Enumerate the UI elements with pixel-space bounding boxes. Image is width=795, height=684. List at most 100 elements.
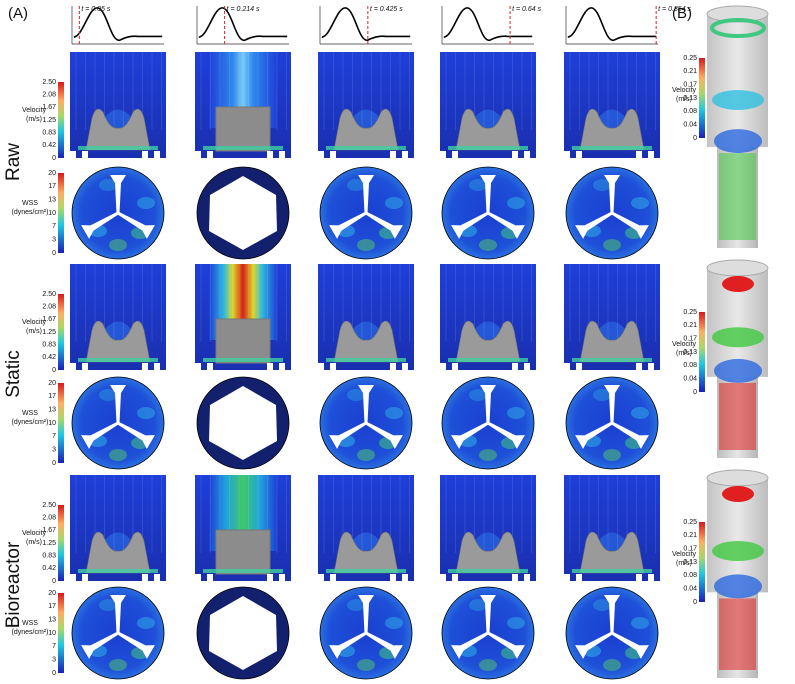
vortex xyxy=(719,153,756,240)
colorbar-tick: 0.13 xyxy=(683,95,697,102)
colorbar-tick: 0.08 xyxy=(683,108,697,115)
wall-notch xyxy=(70,363,76,370)
wall-notch xyxy=(402,363,408,370)
wss-opening xyxy=(209,596,277,670)
wall-notch xyxy=(318,363,324,370)
colorbar-unit: (dynes/cm²) xyxy=(12,419,49,426)
vortex xyxy=(712,541,764,562)
colorbar-tick: 1.25 xyxy=(42,540,56,547)
leaflet-gap xyxy=(480,385,496,423)
vortex xyxy=(710,18,766,38)
vortex xyxy=(714,358,762,383)
leaflet-gap xyxy=(110,385,126,423)
valve xyxy=(85,531,151,574)
wall-notch xyxy=(318,151,324,158)
wall-notch xyxy=(142,151,148,158)
colorbar-tick: 10 xyxy=(48,420,56,427)
colorbar-tick: 0.42 xyxy=(42,142,56,149)
valve xyxy=(455,108,521,151)
leaflet-gap xyxy=(487,211,525,239)
wall-notch xyxy=(440,574,446,581)
leaflet-gap xyxy=(604,595,620,633)
colorbar-tick: 3 xyxy=(52,237,56,244)
jet-edge xyxy=(448,146,528,150)
waveform xyxy=(198,7,288,41)
jet-edge xyxy=(572,358,652,362)
colorbar-tick: 20 xyxy=(48,380,56,387)
wall-notch xyxy=(330,151,336,158)
colorbar-tick: 0.25 xyxy=(683,55,697,62)
colorbar-tick: 1.67 xyxy=(42,104,56,111)
row-label: Bioreactor xyxy=(3,541,24,628)
wss-patch xyxy=(507,407,525,419)
wall-notch xyxy=(648,151,654,158)
valve xyxy=(579,531,645,574)
wall-notch xyxy=(524,151,530,158)
leaflet-gap xyxy=(358,175,374,213)
leaflet-gap xyxy=(365,211,403,239)
leaflets xyxy=(81,385,155,449)
wss-patch xyxy=(357,449,375,461)
leaflet-gap xyxy=(575,631,613,659)
leaflet-gap xyxy=(81,211,119,239)
colorbar-unit: (m/s) xyxy=(26,116,42,123)
jet-edge xyxy=(572,146,652,150)
leaflet-gap xyxy=(365,421,403,449)
wss-patch xyxy=(137,197,155,209)
colorbar-tick: 0 xyxy=(693,135,697,142)
leaflet-gap xyxy=(611,421,649,449)
wss-opening xyxy=(209,386,277,460)
leaflet-gap xyxy=(604,175,620,213)
colorbar-tick: 0.21 xyxy=(683,68,697,75)
colorbar-title: Velocity xyxy=(672,87,697,94)
wss-patch xyxy=(99,389,117,401)
colorbar-unit: (m/s) xyxy=(676,560,692,567)
colorbar-tick: 17 xyxy=(48,393,56,400)
jet-edge xyxy=(203,146,283,150)
wall-notch xyxy=(154,363,160,370)
wss-patch xyxy=(603,239,621,251)
jet-edge xyxy=(203,569,283,573)
wss-patch xyxy=(593,179,611,191)
vortex xyxy=(719,382,756,450)
waveform xyxy=(443,7,533,41)
wss-patch xyxy=(479,659,497,671)
leaflets xyxy=(81,595,155,659)
leaflets xyxy=(575,175,649,239)
wall-notch xyxy=(195,574,201,581)
wall-notch xyxy=(279,574,285,581)
waveform xyxy=(73,7,163,41)
wall-notch xyxy=(207,574,213,581)
colorbar-tick: 7 xyxy=(52,643,56,650)
wall-notch xyxy=(440,363,446,370)
vortex xyxy=(712,89,764,110)
wall-notch xyxy=(207,363,213,370)
wall-notch xyxy=(402,151,408,158)
colorbar-tick: 2.50 xyxy=(42,79,56,86)
colorbar-tick: 0.13 xyxy=(683,349,697,356)
panel-label: (B) xyxy=(672,5,692,22)
colorbar-tick: 0.83 xyxy=(42,553,56,560)
colorbar-tick: 7 xyxy=(52,433,56,440)
colorbar-tick: 2.08 xyxy=(42,304,56,311)
wss-patch xyxy=(347,179,365,191)
wss-patch xyxy=(469,599,487,611)
leaflet-gap xyxy=(81,421,119,449)
row-label: Raw xyxy=(3,143,24,181)
jet-edge xyxy=(78,146,158,150)
wall-notch xyxy=(195,151,201,158)
colorbar-title: WSS xyxy=(22,620,38,627)
wall-notch xyxy=(402,574,408,581)
wss-patch xyxy=(479,449,497,461)
wss-patch xyxy=(469,389,487,401)
colorbar-unit: (dynes/cm²) xyxy=(12,209,49,216)
leaflets xyxy=(575,595,649,659)
wss-patch xyxy=(593,599,611,611)
leaflet-gap xyxy=(81,631,119,659)
time-label: t = 0.214 s xyxy=(227,6,260,13)
wss-patch xyxy=(99,179,117,191)
colorbar-tick: 0.08 xyxy=(683,362,697,369)
leaflet-gap xyxy=(575,421,613,449)
colorbar-tick: 7 xyxy=(52,223,56,230)
